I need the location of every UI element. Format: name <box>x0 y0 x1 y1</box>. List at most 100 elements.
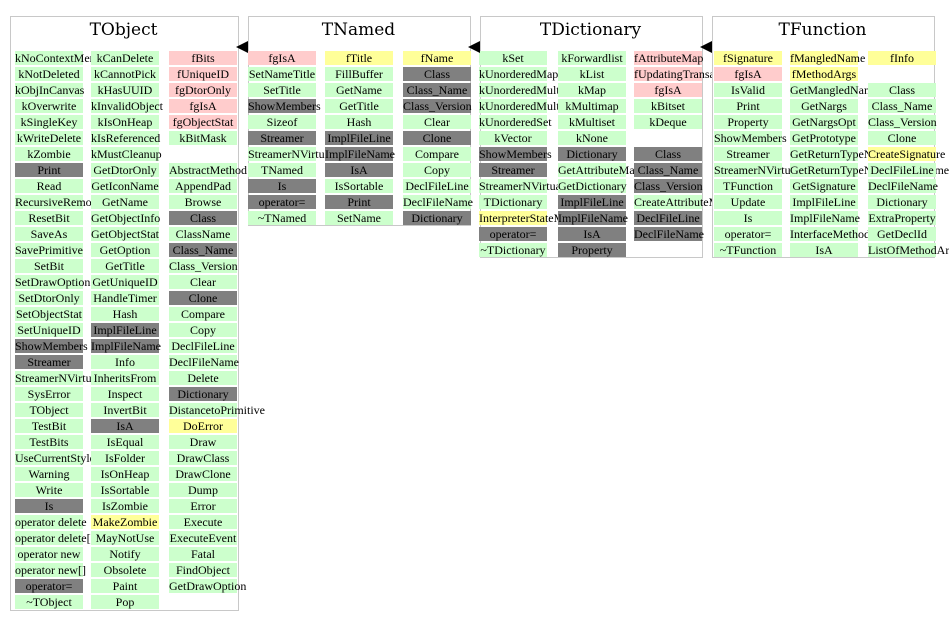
member-method-usecurrentstyle: UseCurrentStyle <box>15 451 95 465</box>
member-method-knone: kNone <box>558 131 626 145</box>
member-method-getdtoronly: GetDtorOnly <box>91 163 159 177</box>
member-method-kisonheap: kIsOnHeap <box>91 115 159 129</box>
member-method-drawclone: DrawClone <box>169 467 237 481</box>
member-label: DeclFileLine <box>870 163 934 177</box>
member-label: kMultiset <box>568 115 615 129</box>
member-label: MakeZombie <box>92 515 158 529</box>
member-label: Is <box>277 179 287 193</box>
member-method-hash: Hash <box>325 115 393 129</box>
member-method-streamernvirtual: StreamerNVirtual <box>479 179 564 193</box>
member-method-saveas: SaveAs <box>15 227 83 241</box>
member-label: Hash <box>112 307 138 321</box>
member-label: DeclFileLine <box>636 211 700 225</box>
member-label: SetObjectStat <box>16 307 82 321</box>
member-inherited-implfileline: ImplFileLine <box>91 323 159 337</box>
member-label: fMethodArgs <box>791 67 857 81</box>
member-virtual-makezombie: MakeZombie <box>91 515 159 529</box>
member-virtual-fsignature: fSignature <box>714 51 782 65</box>
member-label: GetSignature <box>792 179 856 193</box>
member-virtual-createsignature: CreateSignature <box>868 147 945 161</box>
member-label: kUnorderedMultimap <box>479 83 584 97</box>
member-label: Copy <box>423 163 450 177</box>
member-label: IsA <box>116 419 134 433</box>
member-method-gettitle: GetTitle <box>325 99 393 113</box>
member-label: SetDtorOnly <box>18 291 80 305</box>
member-label: ClassName <box>175 227 231 241</box>
member-label: GetTitle <box>339 99 379 113</box>
member-method-khasuuid: kHasUUID <box>91 83 159 97</box>
member-label: fSignature <box>723 51 773 65</box>
member-label: fgIsA <box>268 51 296 65</box>
member-method-kvector: kVector <box>479 131 547 145</box>
member-inherited-is: Is <box>15 499 83 513</box>
member-label: SetTitle <box>263 83 301 97</box>
member-label: IsZombie <box>102 499 148 513</box>
member-method-gettitle: GetTitle <box>91 259 159 273</box>
member-label: SetUniqueID <box>17 323 81 337</box>
member-method-getdictionary: GetDictionary <box>558 179 627 193</box>
member-label: Property <box>571 243 613 257</box>
member-inherited-class-version: Class_Version <box>634 179 703 193</box>
member-label: DrawClone <box>175 467 231 481</box>
member-label: HandleTimer <box>93 291 157 305</box>
member-method-tobject: TObject <box>15 403 83 417</box>
member-method-getsignature: GetSignature <box>790 179 858 193</box>
member-method-getoption: GetOption <box>91 243 159 257</box>
member-label: SavePrimitive <box>15 243 83 257</box>
member-label: Pop <box>115 595 135 609</box>
member-method-getobjectstat: GetObjectStat <box>91 227 159 241</box>
member-label: fUniqueID <box>177 67 229 81</box>
member-inherited-isa: IsA <box>325 163 393 177</box>
member-label: kNotDeleted <box>18 67 80 81</box>
member-method-inspect: Inspect <box>91 387 159 401</box>
member-method-tfunction: TFunction <box>714 179 782 193</box>
member-label: Class <box>189 211 216 225</box>
member-label: Is <box>743 211 753 225</box>
member-label: UseCurrentStyle <box>15 451 95 465</box>
member-inherited-isa: IsA <box>91 419 159 433</box>
member-label: Write <box>35 483 63 497</box>
member-label: Clone <box>188 291 218 305</box>
class-title: TFunction <box>778 20 867 40</box>
member-method-property: Property <box>714 115 782 129</box>
member-label: Inspect <box>107 387 143 401</box>
member-label: ImplFileName <box>325 147 395 161</box>
member-label: Fatal <box>191 547 215 561</box>
member-method-operator-delete: operator delete[] <box>15 531 95 545</box>
member-method-fatal: Fatal <box>169 547 237 561</box>
member-method-getprototype: GetPrototype <box>790 131 858 145</box>
member-label: Class_Name <box>172 243 234 257</box>
member-inherited-property: Property <box>558 243 626 257</box>
member-method-read: Read <box>15 179 83 193</box>
member-method-tobject: ~TObject <box>15 595 83 609</box>
member-label: IsA <box>350 163 368 177</box>
member-method-kforwardlist: kForwardlist <box>558 51 626 65</box>
member-inherited-isa: IsA <box>558 227 626 241</box>
member-label: TFunction <box>723 179 773 193</box>
member-method-declfilename: DeclFileName <box>169 355 239 369</box>
member-method-clear: Clear <box>403 115 471 129</box>
member-method-interfacemethod: InterfaceMethod <box>790 227 870 241</box>
member-label: Dictionary <box>566 147 618 161</box>
member-inherited-implfilename: ImplFileName <box>325 147 395 161</box>
member-label: Streamer <box>726 147 770 161</box>
member-inherited-print: Print <box>325 195 393 209</box>
member-method-tdictionary: TDictionary <box>479 195 547 209</box>
member-label: GetDtorOnly <box>93 163 157 177</box>
member-method-compare: Compare <box>169 307 237 321</box>
member-label: IsValid <box>731 83 765 97</box>
member-method-kdeque: kDeque <box>634 115 702 129</box>
inheritance-arrow-icon <box>700 41 712 53</box>
member-method-operator: operator= <box>714 227 782 241</box>
member-method-execute: Execute <box>169 515 237 529</box>
member-method-invertbit: InvertBit <box>91 403 159 417</box>
member-label: fgObjectStat <box>172 115 234 129</box>
member-method-write: Write <box>15 483 83 497</box>
member-label: FillBuffer <box>335 67 383 81</box>
member-method-kzombie: kZombie <box>15 147 83 161</box>
member-method-warning: Warning <box>15 467 83 481</box>
member-method-implfilename: ImplFileName <box>790 211 860 225</box>
member-method-setdtoronly: SetDtorOnly <box>15 291 83 305</box>
member-label: GetTitle <box>105 259 145 273</box>
